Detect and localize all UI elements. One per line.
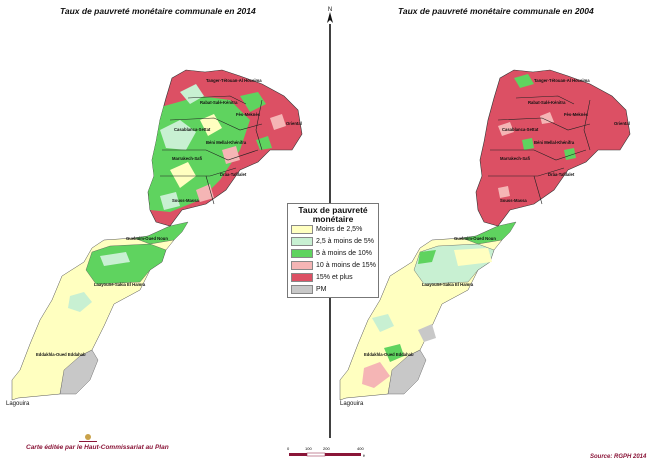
footer-source: Source: RGPH 2014	[590, 454, 647, 460]
legend-label: Moins de 2,5%	[316, 226, 363, 233]
label-laayoune: Laayoune-Sakia El Hamra	[94, 282, 146, 287]
scale-tick-label: 200	[323, 446, 330, 451]
north-label: N	[328, 7, 332, 13]
zone-light-green-2014	[100, 252, 130, 266]
legend-label: 10 à moins de 15%	[316, 262, 376, 269]
label-lagouira-2004: Lagouira	[340, 401, 364, 407]
label-laayoune: Laayoune-Sakia El Hamra	[422, 282, 474, 287]
legend-item: 5 à moins de 10%	[291, 249, 372, 258]
label-tanger: Tanger-Tétouan-Al Hoceima	[206, 78, 262, 83]
legend-label: PM	[316, 286, 327, 293]
label-dakhla: Eddakhla-Oued Eddahab	[364, 352, 414, 357]
label-casablanca: Casablanca-Settat	[502, 127, 539, 132]
region-guelmim-2014	[133, 221, 189, 245]
legend-swatch	[291, 249, 313, 258]
label-draa: Drâa-Tafilalet	[220, 172, 247, 177]
label-fes: Fès-Meknès	[236, 112, 261, 117]
label-draa: Drâa-Tafilalet	[548, 172, 575, 177]
map-2014: Tanger-Tétouan-Al Hoceima Rabat-Salé-Kén…	[11, 69, 303, 401]
legend-label: 2,5 à moins de 5%	[316, 238, 374, 245]
region-laayoune-2014	[85, 243, 167, 285]
legend-item: 10 à moins de 15%	[291, 261, 376, 270]
label-lagouira-2014: Lagouira	[6, 401, 30, 407]
zone-light-green-2014b	[68, 292, 92, 312]
label-dakhla: Eddakhla-Oued Eddahab	[36, 352, 86, 357]
label-fes: Fès-Meknès	[564, 112, 589, 117]
label-souss: Souss-Massa	[172, 198, 199, 203]
scale-unit: Km	[363, 453, 365, 458]
legend-item: Moins de 2,5%	[291, 225, 362, 234]
scale-tick-label: 0	[287, 446, 290, 451]
map-title-2004: Taux de pauvreté monétaire communale en …	[398, 6, 594, 16]
label-tanger: Tanger-Tétouan-Al Hoceima	[534, 78, 590, 83]
legend-swatch	[291, 285, 313, 294]
map-2004: Tanger-Tétouan-Al Hoceima Rabat-Salé-Kén…	[339, 69, 631, 401]
scale-tick-label: 400	[357, 446, 364, 451]
label-marrakech: Marrakech-Safi	[172, 156, 202, 161]
legend-label: 15% et plus	[316, 274, 353, 281]
legend-label: 5 à moins de 10%	[316, 250, 373, 257]
label-souss: Souss-Massa	[500, 198, 527, 203]
legend-item: PM	[291, 285, 327, 294]
label-rabat: Rabat-Salé-Kénitra	[200, 100, 238, 105]
label-benimellal: Béni Mellal-Khénifra	[206, 140, 247, 145]
label-guelmim: Guelmim-Oued Noun	[126, 236, 168, 241]
label-rabat: Rabat-Salé-Kénitra	[528, 100, 566, 105]
footer-credit: Carte éditée par le Haut-Commissariat au…	[26, 444, 169, 451]
legend: Taux de pauvreté monétaire Moins de 2,5%…	[287, 203, 379, 298]
legend-title: Taux de pauvreté monétaire	[298, 205, 368, 224]
label-oriental: Oriental	[614, 121, 630, 126]
label-guelmim: Guelmim-Oued Noun	[454, 236, 496, 241]
label-oriental: Oriental	[286, 121, 302, 126]
scale-tick-label: 100	[305, 446, 312, 451]
region-labels-2014: Tanger-Tétouan-Al Hoceima Rabat-Salé-Kén…	[36, 78, 302, 357]
label-benimellal: Béni Mellal-Khénifra	[534, 140, 575, 145]
legend-swatch	[291, 261, 313, 270]
legend-swatch	[291, 237, 313, 246]
label-marrakech: Marrakech-Safi	[500, 156, 530, 161]
zone-pm-2014	[59, 349, 99, 395]
scale-bar: 0 100 200 400 Km	[287, 446, 365, 458]
legend-swatch	[291, 273, 313, 282]
region-labels-2004: Tanger-Tétouan-Al Hoceima Rabat-Salé-Kén…	[364, 78, 630, 357]
legend-item: 2,5 à moins de 5%	[291, 237, 374, 246]
legend-item: 15% et plus	[291, 273, 353, 282]
map-title-2014: Taux de pauvreté monétaire communale en …	[60, 6, 256, 16]
hcp-logo-icon	[79, 434, 97, 442]
legend-swatch	[291, 225, 313, 234]
north-arrow-icon: N	[327, 7, 333, 23]
label-casablanca: Casablanca-Settat	[174, 127, 211, 132]
